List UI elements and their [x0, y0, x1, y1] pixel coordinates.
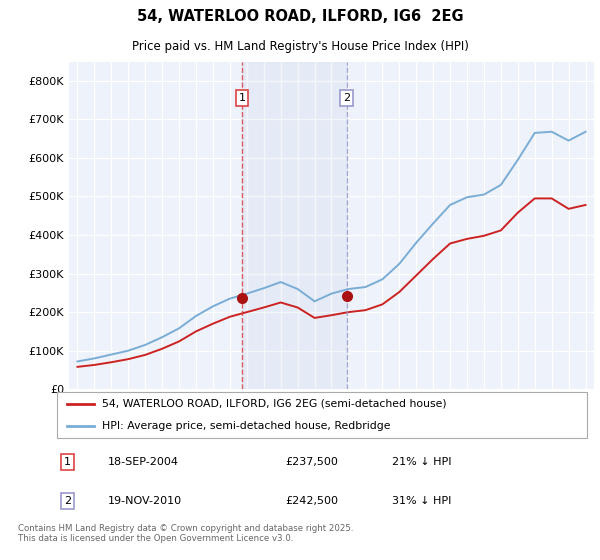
Text: 54, WATERLOO ROAD, ILFORD, IG6 2EG (semi-detached house): 54, WATERLOO ROAD, ILFORD, IG6 2EG (semi… [103, 399, 447, 409]
Text: 2: 2 [343, 93, 350, 103]
FancyBboxPatch shape [56, 393, 587, 437]
Text: 1: 1 [239, 93, 245, 103]
Text: 19-NOV-2010: 19-NOV-2010 [108, 496, 182, 506]
Text: 1: 1 [64, 457, 71, 467]
Bar [242, 62, 347, 389]
Text: 54, WATERLOO ROAD, ILFORD, IG6  2EG: 54, WATERLOO ROAD, ILFORD, IG6 2EG [137, 9, 463, 24]
Text: 18-SEP-2004: 18-SEP-2004 [108, 457, 179, 467]
Text: £237,500: £237,500 [285, 457, 338, 467]
Text: 21% ↓ HPI: 21% ↓ HPI [392, 457, 452, 467]
Text: 2: 2 [64, 496, 71, 506]
Text: Contains HM Land Registry data © Crown copyright and database right 2025.
This d: Contains HM Land Registry data © Crown c… [18, 524, 353, 543]
Text: HPI: Average price, semi-detached house, Redbridge: HPI: Average price, semi-detached house,… [103, 421, 391, 431]
Text: £242,500: £242,500 [285, 496, 338, 506]
Text: Price paid vs. HM Land Registry's House Price Index (HPI): Price paid vs. HM Land Registry's House … [131, 40, 469, 53]
Text: 31% ↓ HPI: 31% ↓ HPI [392, 496, 452, 506]
